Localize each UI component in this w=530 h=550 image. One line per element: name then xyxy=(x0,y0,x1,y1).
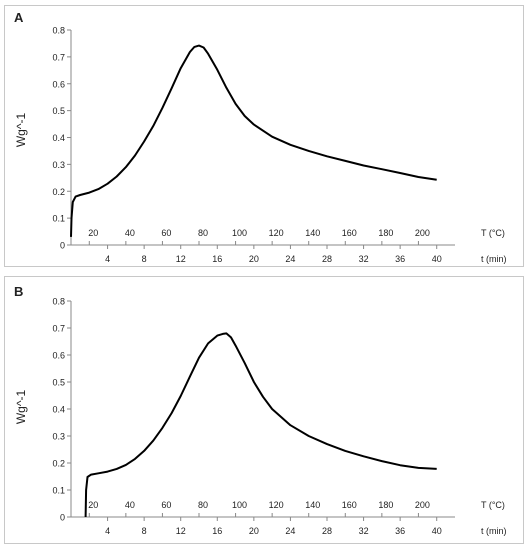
temp-tick-label-b: 60 xyxy=(161,500,171,510)
time-tick-label-a: 28 xyxy=(322,254,332,264)
chart-panel-b: B Wg^-1 0 0.1 0.2 0.3 0.4 0.5 0.6 0.7 0.8 4 8 12 16 2… xyxy=(4,276,524,544)
temp-axis-label-a: T (°C) xyxy=(481,228,505,238)
time-axis-label-b: t (min) xyxy=(481,526,507,536)
y-tick-label-a: 0.6 xyxy=(52,79,65,89)
chart-b-svg: B Wg^-1 0 0.1 0.2 0.3 0.4 0.5 0.6 0.7 0.8 4 8 12 16 2… xyxy=(14,284,507,536)
temp-tick-label-a: 180 xyxy=(378,228,393,238)
y-tick-label-b: 0.5 xyxy=(52,378,65,388)
y-tick-label-b: 0.3 xyxy=(52,432,65,442)
y-axis-label-a: Wg^-1 xyxy=(14,113,28,148)
y-tick-label-b: 0.7 xyxy=(52,324,65,334)
time-tick-label-b: 28 xyxy=(322,526,332,536)
y-tick-label-b: 0.8 xyxy=(52,297,65,307)
time-tick-label-b: 16 xyxy=(212,526,222,536)
time-tick-label-b: 20 xyxy=(249,526,259,536)
temp-tick-label-b: 140 xyxy=(305,500,320,510)
y-tick-label-b: 0.4 xyxy=(52,405,65,415)
time-tick-label-b: 40 xyxy=(432,526,442,536)
time-tick-label-b: 36 xyxy=(395,526,405,536)
time-tick-label-a: 40 xyxy=(432,254,442,264)
temp-tick-label-a: 40 xyxy=(125,228,135,238)
y-axis-label-b: Wg^-1 xyxy=(14,390,28,425)
y-tick-label-a: 0.8 xyxy=(52,26,65,36)
time-tick-label-a: 20 xyxy=(249,254,259,264)
y-tick-label-a: 0.4 xyxy=(52,133,65,143)
y-tick-label-b: 0.6 xyxy=(52,351,65,361)
y-tick-label-a: 0.5 xyxy=(52,106,65,116)
y-tick-label-a: 0.3 xyxy=(52,160,65,170)
temp-tick-label-b: 20 xyxy=(88,500,98,510)
temp-tick-label-b: 40 xyxy=(125,500,135,510)
panel-label-a: A xyxy=(14,10,24,25)
temp-tick-label-a: 80 xyxy=(198,228,208,238)
y-tick-label-a: 0.2 xyxy=(52,187,65,197)
temp-tick-label-b: 80 xyxy=(198,500,208,510)
time-tick-label-a: 4 xyxy=(105,254,110,264)
time-tick-label-b: 12 xyxy=(176,526,186,536)
temp-tick-label-b: 180 xyxy=(378,500,393,510)
temp-tick-label-b: 120 xyxy=(269,500,284,510)
y-tick-label-a: 0.7 xyxy=(52,52,65,62)
y-tick-label-a: 0 xyxy=(60,241,65,251)
time-tick-label-b: 32 xyxy=(359,526,369,536)
temp-tick-label-b: 200 xyxy=(415,500,430,510)
chart-a-svg: A Wg^-1 0 0.1 0.2 0.3 0.4 0.5 0.6 0.7 0.8 4 8 12 16 2… xyxy=(14,10,507,264)
temp-tick-label-a: 200 xyxy=(415,228,430,238)
y-tick-label-b: 0.1 xyxy=(52,486,65,496)
panel-label-b: B xyxy=(14,284,23,299)
time-tick-label-b: 24 xyxy=(285,526,295,536)
temp-tick-label-a: 120 xyxy=(269,228,284,238)
chart-panel-a: A Wg^-1 0 0.1 0.2 0.3 0.4 0.5 0.6 0.7 0.8 4 8 12 16 2… xyxy=(4,5,524,267)
time-tick-label-b: 8 xyxy=(142,526,147,536)
y-tick-label-b: 0 xyxy=(60,513,65,523)
time-tick-label-a: 8 xyxy=(142,254,147,264)
time-tick-label-a: 12 xyxy=(176,254,186,264)
temp-tick-label-a: 100 xyxy=(232,228,247,238)
temp-tick-label-b: 160 xyxy=(342,500,357,510)
series-line-b xyxy=(84,332,437,518)
time-tick-label-a: 24 xyxy=(285,254,295,264)
temp-tick-label-a: 20 xyxy=(88,228,98,238)
time-tick-label-b: 4 xyxy=(105,526,110,536)
time-tick-label-a: 32 xyxy=(359,254,369,264)
y-tick-label-a: 0.1 xyxy=(52,214,65,224)
temp-tick-label-a: 140 xyxy=(305,228,320,238)
series-line-a xyxy=(70,44,437,237)
temp-axis-label-b: T (°C) xyxy=(481,500,505,510)
temp-tick-label-a: 160 xyxy=(342,228,357,238)
time-tick-label-a: 36 xyxy=(395,254,405,264)
time-tick-label-a: 16 xyxy=(212,254,222,264)
temp-tick-label-a: 60 xyxy=(161,228,171,238)
temp-tick-label-b: 100 xyxy=(232,500,247,510)
time-axis-label-a: t (min) xyxy=(481,254,507,264)
y-tick-label-b: 0.2 xyxy=(52,459,65,469)
